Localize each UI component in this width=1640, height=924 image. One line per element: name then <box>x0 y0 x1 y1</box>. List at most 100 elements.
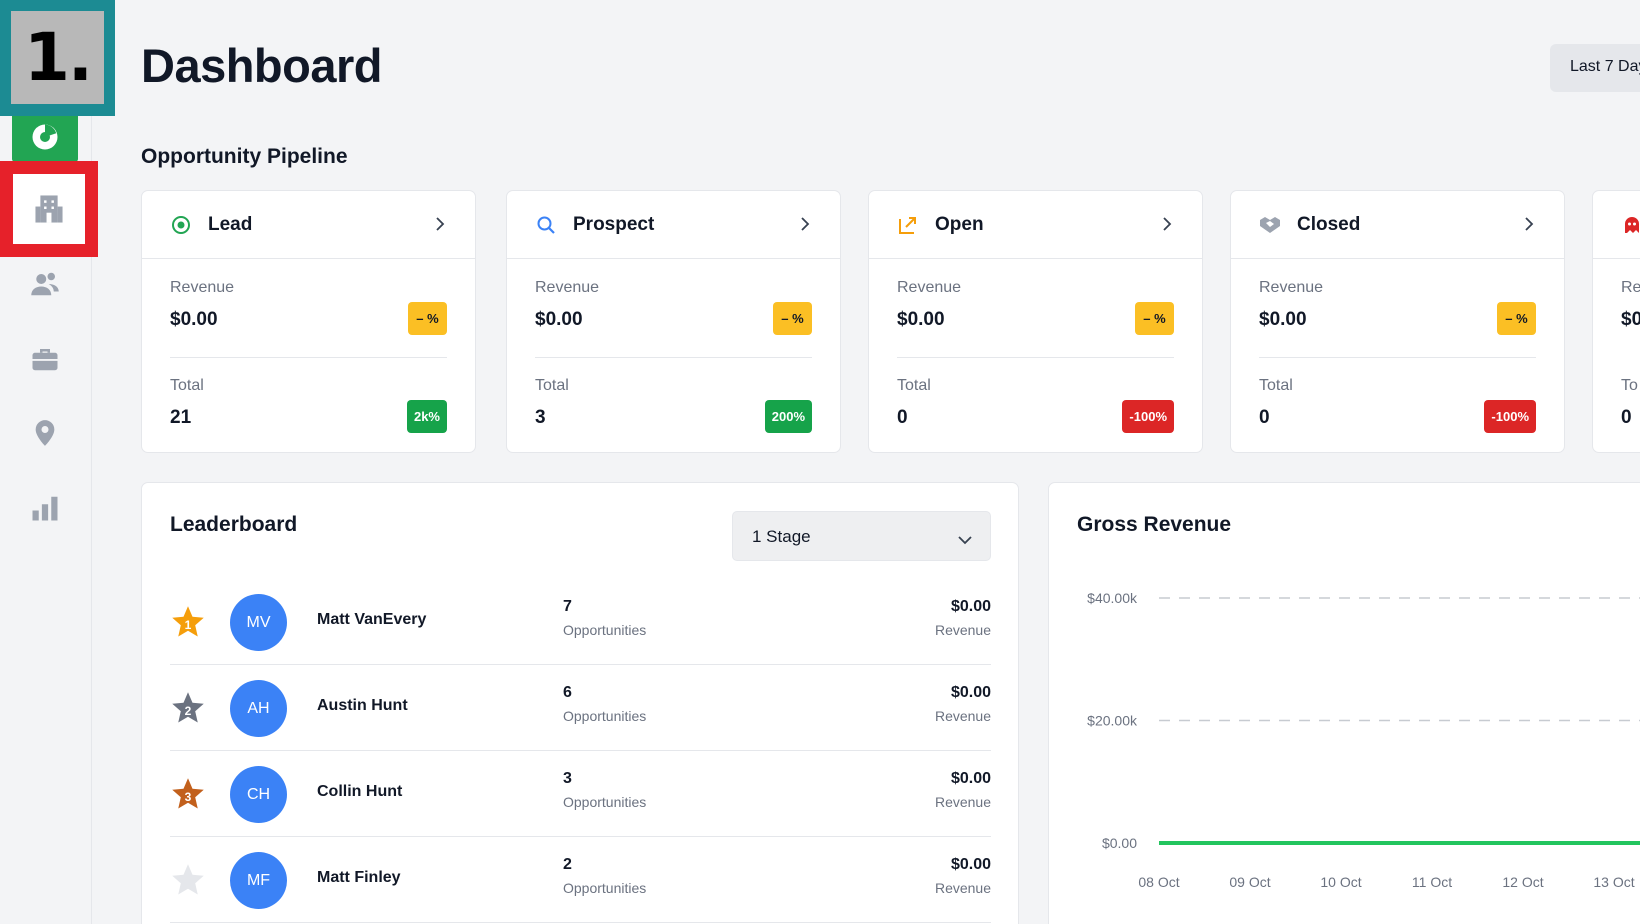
pipeline-card-closed[interactable]: Closed Revenue $0.00 – % Total 0 -100% <box>1230 190 1565 453</box>
step-marker: 1. <box>0 0 115 116</box>
x-tick-label: 13 Oct <box>1593 874 1634 890</box>
y-tick-label: $0.00 <box>1102 835 1137 851</box>
avatar: CH <box>230 766 287 823</box>
total-value: 0 <box>897 407 908 428</box>
total-change-badge: 2k% <box>406 400 447 433</box>
chevron-right-icon[interactable] <box>435 216 445 237</box>
total-value: 3 <box>535 407 546 428</box>
card-title: Lead <box>208 213 253 235</box>
revenue-change-badge: – % <box>1497 302 1536 335</box>
chevron-right-icon[interactable] <box>1524 216 1534 237</box>
chevron-right-icon[interactable] <box>1162 216 1172 237</box>
opportunity-count: 3 Opportunities <box>563 770 646 810</box>
revenue-label: Revenue <box>934 708 991 724</box>
rank-star-icon: 1 <box>172 606 204 637</box>
total-value: 0 <box>1259 407 1270 428</box>
sidebar <box>0 0 92 924</box>
opportunity-count: 7 Opportunities <box>563 598 646 638</box>
revenue-metric: Revenue $0.00 – % <box>535 279 812 335</box>
x-tick-label: 12 Oct <box>1502 874 1543 890</box>
divider <box>1259 357 1536 358</box>
map-pin-icon <box>35 420 55 446</box>
gross-revenue-title: Gross Revenue <box>1077 513 1232 536</box>
briefcase-icon <box>32 349 58 371</box>
revenue-change-badge: – % <box>1135 302 1174 335</box>
sidebar-item-opportunities[interactable] <box>0 161 98 257</box>
revenue-metric: Revenue $0.00 – % <box>1259 279 1536 335</box>
avatar: AH <box>230 680 287 737</box>
revenue-change-badge: – % <box>408 302 447 335</box>
opportunity-label: Opportunities <box>563 622 647 638</box>
pie-chart-icon <box>32 124 58 150</box>
pipeline-card-lead[interactable]: Lead Revenue $0.00 – % Total 21 2k% <box>141 190 476 453</box>
rank-star-icon: 3 <box>172 778 204 809</box>
avatar: MV <box>230 594 287 651</box>
revenue-label: Revenue <box>934 880 991 896</box>
stage-select-value: 1 Stage <box>752 527 811 546</box>
person-name: Matt Finley <box>317 869 401 886</box>
card-header[interactable] <box>1593 191 1640 259</box>
total-label: Total <box>535 377 569 394</box>
revenue-value: $0.00 <box>535 309 583 330</box>
leaderboard-row[interactable]: 1 MV Matt VanEvery 7 Opportunities $0.00… <box>170 579 991 665</box>
rank-star-icon: 2 <box>172 692 204 723</box>
opportunity-label: Opportunities <box>563 708 647 724</box>
card-title: Prospect <box>573 213 655 235</box>
total-label: Total <box>1259 377 1293 394</box>
card-header[interactable]: Closed <box>1231 191 1564 259</box>
revenue-amount: $0.00 Revenue <box>935 684 991 724</box>
sidebar-item-dashboard[interactable] <box>12 112 78 162</box>
opportunity-value: 2 <box>563 856 572 873</box>
person-name: Collin Hunt <box>317 783 403 800</box>
x-tick-label: 10 Oct <box>1320 874 1361 890</box>
revenue-value: $0.00 <box>950 856 991 873</box>
svg-text:1: 1 <box>185 618 192 632</box>
leaderboard-row[interactable]: 2 AH Austin Hunt 6 Opportunities $0.00 R… <box>170 665 991 751</box>
revenue-label: Revenue <box>535 279 600 296</box>
pipeline-card-prospect[interactable]: Prospect Revenue $0.00 – % Total 3 200% <box>506 190 841 453</box>
leaderboard-row[interactable]: 3 CH Collin Hunt 3 Opportunities $0.00 R… <box>170 751 991 837</box>
revenue-label: Re <box>1621 279 1640 296</box>
external-link-icon <box>897 214 919 236</box>
sidebar-item-locations[interactable] <box>21 409 69 457</box>
stage-select[interactable]: 1 Stage <box>732 511 991 561</box>
revenue-metric: Re $0 <box>1621 279 1640 331</box>
highlight-inner <box>13 174 85 244</box>
card-header[interactable]: Prospect <box>507 191 840 259</box>
bar-chart-icon <box>32 496 58 521</box>
search-icon <box>535 214 557 236</box>
chevron-right-icon[interactable] <box>800 216 810 237</box>
card-header[interactable]: Open <box>869 191 1202 259</box>
total-label: Total <box>897 377 931 394</box>
revenue-label: Revenue <box>934 794 991 810</box>
total-value: 21 <box>170 407 192 428</box>
revenue-value: $0.00 <box>950 770 991 787</box>
person-name: Matt VanEvery <box>317 611 427 628</box>
revenue-label: Revenue <box>1259 279 1324 296</box>
sidebar-item-jobs[interactable] <box>21 335 69 383</box>
opportunity-value: 6 <box>563 684 572 701</box>
revenue-amount: $0.00 Revenue <box>935 770 991 810</box>
opportunity-value: 7 <box>563 598 572 615</box>
divider <box>170 357 447 358</box>
step-marker-label: 1. <box>11 11 104 104</box>
total-value: 0 <box>1621 407 1632 428</box>
target-icon <box>170 214 192 236</box>
total-label: To <box>1621 377 1638 394</box>
sidebar-item-contacts[interactable] <box>21 260 69 308</box>
revenue-metric: Revenue $0.00 – % <box>897 279 1174 335</box>
divider <box>897 357 1174 358</box>
pipeline-card-open[interactable]: Open Revenue $0.00 – % Total 0 -100% <box>868 190 1203 453</box>
total-metric: Total 21 2k% <box>170 377 447 433</box>
leaderboard-row[interactable]: MF Matt Finley 2 Opportunities $0.00 Rev… <box>170 837 991 923</box>
total-metric: Total 0 -100% <box>897 377 1174 433</box>
revenue-value: $0.00 <box>170 309 218 330</box>
date-range-button[interactable]: Last 7 Days <box>1550 44 1640 92</box>
card-header[interactable]: Lead <box>142 191 475 259</box>
total-label: Total <box>170 377 204 394</box>
sidebar-item-reports[interactable] <box>21 484 69 532</box>
x-tick-label: 11 Oct <box>1412 874 1452 890</box>
svg-text:2: 2 <box>185 704 192 718</box>
pipeline-card-lost[interactable]: Re $0 To 0 <box>1592 190 1640 453</box>
total-metric: Total 3 200% <box>535 377 812 433</box>
